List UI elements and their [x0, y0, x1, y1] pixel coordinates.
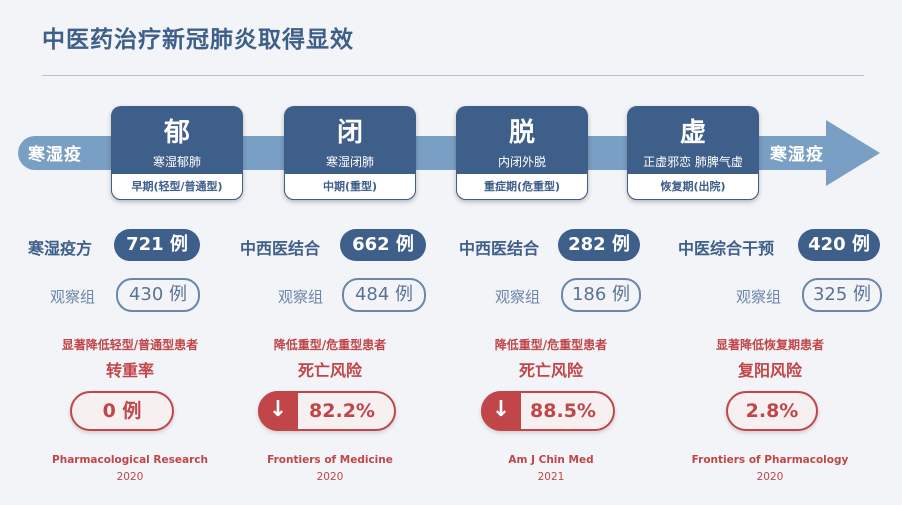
effect-description: 显著降低恢复期患者 [715, 338, 824, 352]
source-year: 2020 [316, 471, 344, 483]
source-year: 2021 [537, 471, 565, 483]
source-year: 2020 [756, 471, 784, 483]
effect-metric: 死亡风险 [297, 361, 362, 380]
control-count-pill: 325 例 [802, 278, 882, 312]
treatment-label: 中西医结合 [240, 239, 321, 258]
stage-card-xu: 虚 正虚邪恋 肺脾气虚 恢复期(出院) [627, 106, 759, 200]
page-title: 中医药治疗新冠肺炎取得显效 [42, 27, 354, 53]
timeline-start-label: 寒湿疫 [28, 145, 82, 165]
stage-desc: 正虚邪恋 肺脾气虚 [643, 155, 743, 169]
study-column-4: 中医综合干预 420 例 观察组 325 例 显著降低恢复期患者 复阳风险 2.… [660, 228, 882, 498]
stage-char: 脱 [508, 118, 535, 148]
timeline-arrow-head [826, 120, 880, 186]
stage-char: 闭 [336, 118, 363, 148]
stage-desc: 内闭外脱 [497, 155, 546, 169]
treatment-count-pill: 282 例 [558, 229, 640, 261]
control-count-pill: 484 例 [342, 278, 426, 312]
control-label: 观察组 [736, 288, 782, 306]
result-value: 82.2% [309, 400, 375, 422]
result-value: 0 例 [102, 400, 142, 422]
stage-desc: 寒湿郁肺 [152, 155, 201, 169]
control-label: 观察组 [278, 288, 324, 306]
treatment-label: 中医综合干预 [678, 239, 775, 258]
source-journal: Am J Chin Med [508, 454, 594, 466]
result-pill: 0 例 [70, 391, 174, 431]
treatment-count-pill: 420 例 [798, 229, 880, 261]
stage-phase: 早期(轻型/普通型) [111, 173, 243, 200]
result-pill: 2.8% [726, 391, 818, 431]
source-journal: Frontiers of Pharmacology [691, 454, 849, 466]
stage-char: 虚 [679, 118, 706, 148]
treatment-label: 寒湿疫方 [28, 239, 93, 258]
arrow-down-icon: ↓ [258, 391, 298, 431]
study-column-2: 中西医结合 662 例 观察组 484 例 降低重型/危重型患者 死亡风险 ↓ … [220, 228, 440, 498]
result-pill: ↓ 82.2% [258, 391, 396, 431]
source-journal: Pharmacological Research [52, 454, 208, 466]
stage-phase: 重症期(危重型) [456, 173, 588, 200]
effect-metric: 死亡风险 [518, 361, 583, 380]
arrow-down-icon: ↓ [481, 391, 521, 431]
treatment-count-pill: 662 例 [340, 229, 426, 261]
stage-card-tuo: 脱 内闭外脱 重症期(危重型) [456, 106, 588, 200]
stage-card-bi: 闭 寒湿闭肺 中期(重型) [284, 106, 416, 200]
effect-metric: 复阳风险 [737, 361, 802, 380]
title-divider [42, 75, 864, 76]
treatment-label: 中西医结合 [459, 239, 540, 258]
source-journal: Frontiers of Medicine [267, 454, 393, 466]
result-value: 2.8% [745, 400, 799, 422]
study-column-1: 寒湿疫方 721 例 观察组 430 例 显著降低轻型/普通型患者 转重率 0 … [20, 228, 240, 498]
result-pill: ↓ 88.5% [481, 391, 615, 431]
stage-char: 郁 [163, 118, 190, 148]
timeline-end-label: 寒湿疫 [770, 145, 824, 165]
effect-description: 降低重型/危重型患者 [273, 338, 387, 352]
treatment-count-pill: 721 例 [114, 229, 200, 261]
stage-card-yu: 郁 寒湿郁肺 早期(轻型/普通型) [111, 106, 243, 200]
study-column-3: 中西医结合 282 例 观察组 186 例 降低重型/危重型患者 死亡风险 ↓ … [441, 228, 661, 498]
source-year: 2020 [116, 471, 144, 483]
effect-description: 降低重型/危重型患者 [494, 338, 608, 352]
control-count-pill: 430 例 [116, 278, 200, 312]
control-count-pill: 186 例 [561, 278, 641, 312]
control-label: 观察组 [495, 288, 541, 306]
stage-desc: 寒湿闭肺 [325, 155, 374, 169]
stage-phase: 恢复期(出院) [627, 173, 759, 200]
effect-metric: 转重率 [105, 361, 154, 380]
control-label: 观察组 [50, 288, 96, 306]
stage-phase: 中期(重型) [284, 173, 416, 200]
effect-description: 显著降低轻型/普通型患者 [61, 338, 199, 352]
result-value: 88.5% [530, 400, 596, 422]
